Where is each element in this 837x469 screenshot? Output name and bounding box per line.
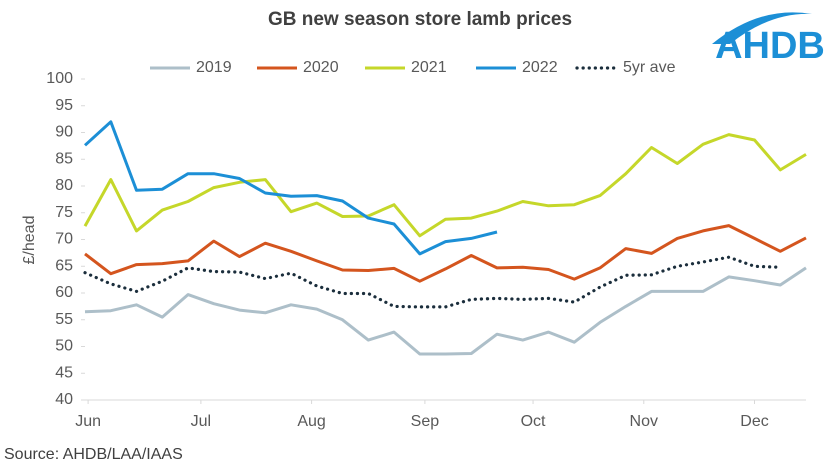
x-tick-label: Jun <box>75 413 101 430</box>
x-tick-label: Jul <box>191 413 211 430</box>
y-tick-label: 40 <box>55 391 73 408</box>
series-line <box>84 266 807 356</box>
legend-label: 2019 <box>196 59 232 76</box>
y-tick-label: 65 <box>55 257 73 274</box>
series-line <box>83 120 498 256</box>
y-tick-label: 55 <box>55 311 73 328</box>
y-tick-label: 75 <box>55 204 73 221</box>
legend-label: 5yr ave <box>623 59 676 76</box>
y-tick-label: 90 <box>55 124 73 141</box>
series-line <box>83 255 782 309</box>
series-line <box>83 133 807 238</box>
chart-title: GB new season store lamb prices <box>268 9 572 30</box>
legend-label: 2020 <box>303 59 339 76</box>
logo: AHDB <box>715 25 825 67</box>
y-tick-label: 45 <box>55 364 73 381</box>
source-note: Source: AHDB/LAA/IAAS <box>4 446 183 463</box>
logo-swoosh <box>712 12 812 44</box>
y-tick-label: 60 <box>55 284 73 301</box>
legend-label: 2021 <box>411 59 447 76</box>
y-tick-label: 100 <box>46 70 73 87</box>
legend-label: 2022 <box>522 59 558 76</box>
series-line <box>84 224 807 283</box>
y-tick-label: 80 <box>55 177 73 194</box>
y-tick-label: 70 <box>55 231 73 248</box>
x-tick-label: Sep <box>411 413 440 430</box>
x-tick-label: Aug <box>297 413 325 430</box>
y-tick-label: 50 <box>55 338 73 355</box>
x-tick-label: Dec <box>740 413 768 430</box>
x-tick-label: Oct <box>521 413 546 430</box>
x-tick-label: Nov <box>630 413 658 430</box>
y-tick-label: 85 <box>55 150 73 167</box>
y-axis-label: £/head <box>21 216 38 265</box>
y-tick-label: 95 <box>55 97 73 114</box>
